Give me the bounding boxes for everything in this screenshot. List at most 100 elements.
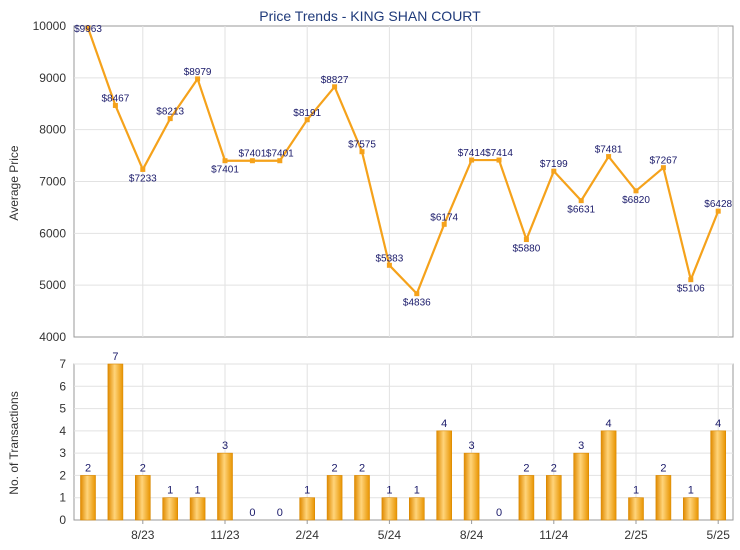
transactions-y-axis-label: No. of Transactions	[7, 391, 21, 494]
price-point	[359, 149, 365, 155]
transactions-data-label: 1	[304, 485, 310, 497]
transactions-data-label: 0	[249, 507, 255, 519]
transactions-data-label: 1	[195, 485, 201, 497]
price-data-label: $6174	[430, 212, 458, 223]
price-y-tick-label: 8000	[39, 123, 66, 137]
transactions-y-tick-label: 0	[59, 513, 66, 527]
transactions-y-tick-label: 4	[59, 424, 66, 438]
transactions-bar	[408, 497, 425, 521]
price-point	[167, 116, 173, 122]
price-data-label: $7481	[595, 145, 623, 156]
transactions-bar	[354, 475, 370, 521]
price-data-label: $7267	[649, 156, 677, 167]
x-tick-label: 5/25	[707, 528, 731, 542]
transactions-bar	[162, 497, 178, 521]
price-data-label: $8827	[321, 75, 349, 86]
price-point	[688, 277, 694, 283]
transactions-bar	[135, 475, 151, 521]
price-point	[195, 76, 201, 82]
price-point	[414, 291, 420, 297]
transactions-data-label: 2	[140, 462, 146, 474]
transactions-bar	[381, 497, 398, 521]
transactions-bar	[655, 475, 672, 521]
transactions-bar	[299, 497, 316, 521]
transactions-bar	[107, 363, 124, 521]
price-point	[660, 165, 666, 171]
transactions-data-label: 2	[332, 462, 338, 474]
price-data-label: $5383	[375, 253, 403, 264]
transactions-bar	[326, 475, 343, 521]
price-point	[633, 188, 639, 194]
price-data-label: $7199	[540, 159, 568, 170]
transactions-bar	[710, 430, 727, 521]
price-point	[469, 157, 475, 163]
x-tick-label: 2/25	[624, 528, 648, 542]
transactions-data-label: 1	[414, 485, 420, 497]
price-point	[578, 198, 584, 204]
price-data-label: $6428	[704, 199, 732, 210]
transactions-bar	[628, 497, 644, 521]
price-point	[304, 117, 310, 123]
transactions-y-tick-label: 1	[59, 491, 66, 505]
price-data-label: $8213	[156, 107, 184, 118]
price-y-tick-label: 10000	[33, 19, 67, 33]
price-point	[249, 158, 255, 164]
transactions-bar	[189, 497, 206, 521]
price-point	[277, 158, 283, 164]
price-y-tick-label: 4000	[39, 330, 66, 344]
transactions-bar	[436, 430, 453, 521]
price-data-label: $5106	[677, 284, 705, 295]
transactions-data-label: 7	[112, 351, 118, 363]
transactions-data-label: 1	[386, 485, 392, 497]
chart-title: Price Trends - KING SHAN COURT	[259, 8, 481, 24]
transactions-bar	[217, 452, 233, 521]
transactions-data-label: 3	[222, 440, 228, 452]
transactions-data-label: 4	[606, 418, 612, 430]
x-tick-label: 11/24	[539, 528, 568, 542]
price-series-line	[86, 27, 720, 295]
price-data-label: $7414	[458, 148, 486, 159]
price-point	[222, 158, 228, 164]
price-point	[715, 208, 721, 214]
transactions-y-tick-label: 7	[59, 357, 66, 371]
price-point	[523, 237, 529, 243]
transactions-bar	[682, 497, 699, 521]
price-point	[496, 157, 502, 163]
price-data-label: $9963	[74, 24, 102, 35]
transactions-y-tick-label: 3	[59, 446, 66, 460]
transactions-data-label: 2	[660, 462, 666, 474]
price-data-label: $8191	[293, 108, 321, 119]
price-y-tick-label: 7000	[39, 175, 66, 189]
price-data-label: $5880	[512, 244, 540, 255]
price-data-label: $8979	[184, 67, 212, 78]
price-y-tick-label: 5000	[39, 278, 66, 292]
price-data-label: $7414	[485, 148, 513, 159]
transactions-y-tick-label: 2	[59, 468, 66, 482]
price-y-tick-label: 6000	[39, 226, 66, 240]
transactions-data-label: 1	[167, 485, 173, 497]
price-line-plot: 4000 5000 6000 7000 8000 9000 10000 $9963 $8467 $…	[33, 19, 734, 344]
transactions-plot-frame	[73, 363, 734, 521]
x-tick-label: 8/24	[460, 528, 484, 542]
price-point	[112, 102, 118, 108]
price-data-label: $7401	[211, 165, 239, 176]
price-point	[606, 154, 612, 160]
x-tick-label: 8/23	[131, 528, 155, 542]
transactions-data-label: 1	[688, 485, 694, 497]
price-point	[140, 166, 146, 172]
transactions-data-label: 0	[496, 507, 502, 519]
transactions-y-tick-label: 5	[59, 402, 66, 416]
transactions-bar	[80, 475, 96, 521]
transactions-data-label: 2	[85, 462, 91, 474]
transactions-data-label: 4	[441, 418, 447, 430]
price-point	[551, 168, 557, 174]
transactions-data-label: 3	[578, 440, 584, 452]
price-data-label: $8467	[101, 93, 129, 104]
price-point	[332, 84, 338, 90]
price-data-label: $7401	[238, 149, 266, 160]
transactions-data-label: 2	[551, 462, 557, 474]
price-data-label: $6631	[567, 205, 595, 216]
price-point	[441, 221, 447, 227]
